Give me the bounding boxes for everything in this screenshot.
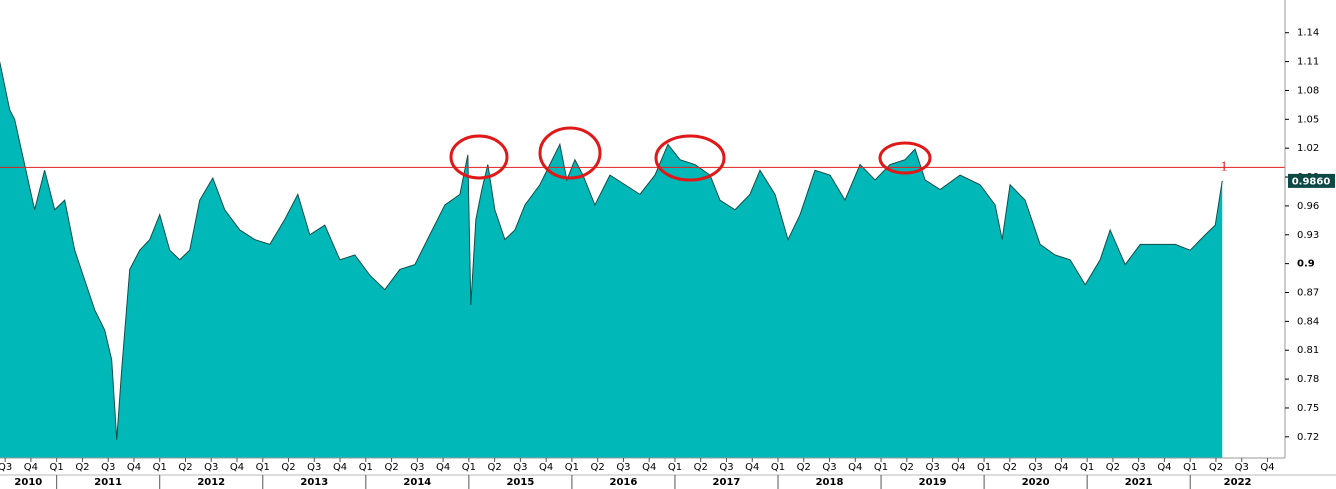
x-tick-label: Q1 (977, 462, 991, 473)
x-tick-label: Q2 (797, 462, 811, 473)
x-tick-label: Q2 (591, 462, 605, 473)
x-tick-label: Q4 (1054, 462, 1068, 473)
x-tick-label: Q1 (1183, 462, 1197, 473)
x-tick-label: Q4 (230, 462, 244, 473)
x-tick-label: Q1 (462, 462, 476, 473)
x-tick-label: Q4 (127, 462, 141, 473)
x-tick-label: Q3 (307, 462, 321, 473)
x-tick-label: Q2 (75, 462, 89, 473)
x-tick-label: Q3 (0, 462, 12, 473)
x-tick-label: Q1 (359, 462, 373, 473)
y-tick-label: 0.78 (1297, 374, 1319, 385)
x-tick-label: Q1 (256, 462, 270, 473)
x-tick-label: Q3 (1029, 462, 1043, 473)
highlight-circles (449, 126, 932, 182)
area-line (0, 61, 1223, 440)
y-tick-label: 0.72 (1297, 432, 1319, 443)
y-tick-label: 0.96 (1297, 201, 1319, 212)
x-tick-label: Q3 (1235, 462, 1249, 473)
last-value-label: 0.9860 (1292, 176, 1331, 187)
last-value-box (1288, 173, 1335, 188)
y-tick-label: 1.11 (1297, 57, 1319, 68)
x-tick-label: Q1 (771, 462, 785, 473)
x-tick-label: Q3 (719, 462, 733, 473)
y-tick-label: 1.14 (1297, 28, 1319, 39)
x-tick-label: Q2 (488, 462, 502, 473)
x-tick-label: Q1 (1080, 462, 1094, 473)
x-tick-label: Q3 (513, 462, 527, 473)
year-label: 2017 (713, 477, 741, 488)
highlight-circle (654, 134, 726, 182)
x-tick-label: Q2 (281, 462, 295, 473)
x-tick-label: Q4 (1157, 462, 1171, 473)
highlight-circle (449, 134, 509, 180)
year-label: 2019 (919, 477, 947, 488)
x-tick-label: Q3 (616, 462, 630, 473)
x-tick-label: Q1 (50, 462, 64, 473)
y-tick-label: 0.81 (1297, 345, 1319, 356)
x-tick-label: Q1 (153, 462, 167, 473)
y-tick-label: 1.08 (1297, 85, 1319, 96)
x-tick-label: Q2 (1003, 462, 1017, 473)
x-tick-label: Q4 (436, 462, 450, 473)
x-tick-label: Q1 (874, 462, 888, 473)
reference-label: 1 (1221, 160, 1228, 175)
area-fill (0, 63, 1223, 458)
x-tick-label: Q2 (694, 462, 708, 473)
year-label: 2012 (197, 477, 225, 488)
y-tick-label: 1.05 (1297, 114, 1319, 125)
x-tick-label: Q3 (101, 462, 115, 473)
year-label: 2014 (403, 477, 431, 488)
year-label: 2021 (1125, 477, 1153, 488)
year-label: 2015 (506, 477, 534, 488)
x-tick-label: Q3 (204, 462, 218, 473)
x-tick-label: Q1 (565, 462, 579, 473)
x-tick-label: Q2 (384, 462, 398, 473)
x-tick-label: Q4 (951, 462, 965, 473)
year-label: 2013 (300, 477, 328, 488)
x-tick-label: Q3 (410, 462, 424, 473)
year-label: 2020 (1022, 477, 1050, 488)
x-tick-label: Q3 (925, 462, 939, 473)
x-tick-label: Q4 (539, 462, 553, 473)
x-tick-label: Q2 (900, 462, 914, 473)
y-tick-label: 0.75 (1297, 403, 1319, 414)
x-tick-label: Q3 (822, 462, 836, 473)
x-tick-label: Q2 (178, 462, 192, 473)
x-tick-label: Q1 (668, 462, 682, 473)
x-tick-label: Q4 (24, 462, 38, 473)
y-tick-label: 1.02 (1297, 143, 1319, 154)
year-label: 2011 (94, 477, 122, 488)
year-label: 2022 (1224, 477, 1252, 488)
highlight-circle (878, 141, 932, 175)
x-tick-label: Q2 (1209, 462, 1223, 473)
x-tick-label: Q2 (1106, 462, 1120, 473)
x-tick-label: Q4 (848, 462, 862, 473)
year-label: 2010 (14, 477, 42, 488)
x-tick-label: Q4 (1260, 462, 1274, 473)
highlight-circle (538, 126, 602, 180)
x-tick-label: Q4 (642, 462, 656, 473)
y-tick-label: 0.84 (1297, 316, 1319, 327)
year-label: 2018 (816, 477, 844, 488)
x-tick-label: Q3 (1132, 462, 1146, 473)
year-label: 2016 (610, 477, 638, 488)
y-tick-label: 0.93 (1297, 230, 1319, 241)
y-tick-label: 0.9 (1297, 259, 1315, 270)
x-tick-label: Q4 (333, 462, 347, 473)
x-tick-label: Q4 (745, 462, 759, 473)
y-tick-label: 0.87 (1297, 288, 1319, 299)
